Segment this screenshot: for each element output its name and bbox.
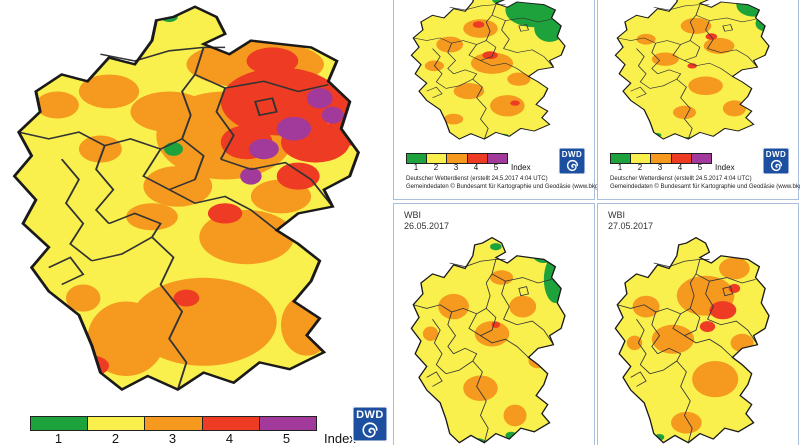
legend-label-5: 5 (282, 431, 291, 445)
legend-swatch-1 (31, 417, 89, 430)
germany-map-forecast-day1 (410, 0, 566, 140)
dwd-logo: DWD (558, 147, 586, 175)
panel-forecast-day3: WBI 26.05.2017 (393, 203, 595, 445)
legend-label-4: 4 (677, 163, 683, 172)
legend-label-1: 1 (54, 431, 63, 445)
legend-label-5: 5 (493, 163, 499, 172)
legend-main: 1 2 3 4 5 Index (30, 416, 370, 445)
attribution: Deutscher Wetterdienst (erstellt 24.5.20… (406, 175, 624, 191)
legend-swatch-2 (88, 417, 146, 430)
legend-swatch-5 (691, 154, 712, 163)
dwd-logo-text: DWD (356, 409, 384, 421)
dwd-logo: DWD (352, 406, 388, 442)
attribution-line-1: Deutscher Wetterdienst (erstellt 24.5.20… (610, 176, 752, 182)
legend-mini: 1 2 3 4 5 Index (406, 153, 556, 173)
regions-index-3 (424, 19, 531, 125)
regions-index-5 (240, 88, 344, 185)
dwd-spiral-icon (566, 159, 578, 172)
attribution-line-1: Deutscher Wetterdienst (erstellt 24.5.20… (406, 176, 548, 182)
legend-label-5: 5 (697, 163, 703, 172)
dwd-logo: DWD (762, 147, 790, 175)
legend-label-4: 4 (473, 163, 479, 172)
legend-swatch-4 (671, 154, 692, 163)
legend-label-3: 3 (657, 163, 663, 172)
germany-map-main (0, 0, 410, 420)
legend-color-bar (406, 153, 508, 164)
legend-swatch-3 (447, 154, 468, 163)
germany-map-forecast-day4 (614, 236, 770, 444)
legend-swatch-4 (467, 154, 488, 163)
legend-swatch-1 (407, 154, 428, 163)
legend-index-label: Index (715, 163, 735, 172)
panel-forecast-day2: 1 2 3 4 5 Index Deutscher Wetterdienst (… (597, 0, 800, 200)
legend-label-1: 1 (617, 163, 623, 172)
dwd-logo-text: DWD (765, 150, 787, 159)
legend-mini: 1 2 3 4 5 Index (610, 153, 760, 173)
legend-label-2: 2 (433, 163, 439, 172)
legend-swatch-3 (145, 417, 203, 430)
legend-label-1: 1 (413, 163, 419, 172)
regions-index-4 (74, 47, 359, 376)
legend-swatch-5 (487, 154, 508, 163)
legend-color-bar (30, 416, 317, 431)
attribution-line-2: Gemeindedaten © Bundesamt für Kartograph… (610, 184, 800, 190)
legend-swatch-2 (427, 154, 448, 163)
map-title: WBI (404, 210, 421, 220)
legend-swatch-3 (651, 154, 672, 163)
legend-swatch-1 (611, 154, 632, 163)
legend-label-2: 2 (637, 163, 643, 172)
dwd-spiral-icon (770, 159, 782, 172)
map-date: 27.05.2017 (608, 221, 654, 231)
legend-swatch-2 (631, 154, 652, 163)
attribution-line-2: Gemeindedaten © Bundesamt für Kartograph… (406, 184, 624, 190)
legend-label-3: 3 (168, 431, 177, 445)
regions-index-3 (636, 17, 746, 120)
legend-swatch-5 (259, 417, 317, 430)
germany-map-forecast-day3 (410, 236, 566, 444)
legend-numbers: 1 2 3 4 5 (30, 431, 315, 445)
legend-label-2: 2 (111, 431, 120, 445)
dwd-logo-text: DWD (561, 150, 583, 159)
legend-index-label: Index (511, 163, 531, 172)
panel-forecast-day1: 1 2 3 4 5 Index Deutscher Wetterdienst (… (393, 0, 624, 200)
map-title: WBI (608, 210, 625, 220)
legend-swatch-4 (202, 417, 260, 430)
legend-color-bar (610, 153, 712, 164)
dwd-spiral-icon (362, 422, 378, 438)
legend-numbers: 1 2 3 4 5 (610, 163, 710, 172)
regions-index-4 (472, 21, 520, 106)
germany-map-forecast-day2 (614, 0, 770, 140)
legend-label-4: 4 (225, 431, 234, 445)
legend-index-label: Index (324, 431, 356, 445)
panel-forecast-day4: WBI 27.05.2017 (597, 203, 799, 445)
map-date: 26.05.2017 (404, 221, 450, 231)
legend-numbers: 1 2 3 4 5 (406, 163, 506, 172)
legend-label-3: 3 (453, 163, 459, 172)
attribution: Deutscher Wetterdienst (erstellt 24.5.20… (610, 175, 800, 191)
